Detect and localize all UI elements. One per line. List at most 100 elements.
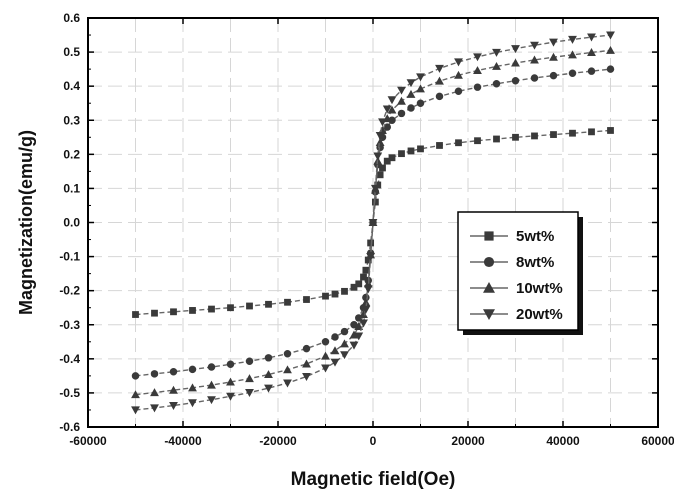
data-point: [330, 346, 340, 355]
data-point: [150, 388, 159, 397]
series-layer: [131, 31, 615, 415]
data-point: [416, 99, 425, 107]
data-point: [397, 109, 406, 118]
data-point: [188, 399, 197, 408]
data-point: [360, 273, 367, 281]
data-point: [406, 79, 416, 88]
data-point: [340, 327, 349, 336]
data-point: [549, 71, 558, 80]
data-point: [568, 50, 577, 59]
y-tick-label: -0.2: [59, 284, 80, 298]
data-point: [264, 370, 273, 379]
data-point: [550, 131, 557, 138]
legend-item: 8wt%: [470, 254, 554, 271]
data-point: [606, 65, 615, 73]
data-point: [588, 128, 595, 136]
data-point: [454, 58, 463, 67]
data-point: [331, 290, 339, 298]
data-point: [387, 105, 397, 114]
data-point: [474, 137, 481, 145]
data-point: [245, 374, 254, 383]
x-tick-label: -60000: [69, 434, 107, 448]
data-point: [321, 364, 330, 373]
data-point: [455, 139, 462, 147]
x-axis-title: Magnetic field(Oe): [291, 469, 456, 490]
data-point: [366, 253, 376, 262]
data-point: [169, 401, 178, 410]
data-point: [607, 127, 614, 134]
data-point: [530, 74, 539, 82]
x-tick-label: 0: [370, 434, 377, 448]
data-point: [207, 363, 216, 371]
data-point: [188, 365, 197, 374]
data-point: [188, 383, 197, 392]
data-point: [340, 351, 349, 360]
data-point: [511, 58, 520, 67]
data-point: [382, 105, 392, 114]
data-point: [435, 76, 444, 85]
y-tick-label: -0.4: [59, 352, 80, 366]
x-tick-label: -20000: [259, 434, 297, 448]
data-point: [378, 118, 387, 127]
legend-label: 10wt%: [516, 280, 563, 297]
data-point: [355, 280, 363, 288]
y-tick-label: -0.5: [59, 386, 80, 400]
data-point: [587, 48, 596, 56]
data-point: [226, 360, 235, 369]
data-point: [473, 83, 482, 91]
data-point: [341, 287, 348, 295]
data-point: [189, 307, 196, 314]
data-point: [406, 89, 416, 98]
data-point: [375, 132, 385, 141]
data-point: [435, 64, 444, 73]
data-point: [207, 396, 216, 405]
data-point: [387, 96, 397, 105]
data-point: [606, 31, 615, 40]
data-point: [511, 76, 520, 85]
data-point: [359, 319, 368, 328]
data-point: [283, 365, 292, 374]
data-point: [302, 359, 311, 368]
data-point: [245, 357, 254, 365]
data-point: [207, 380, 216, 389]
legend-box: [457, 211, 579, 331]
data-point: [473, 53, 482, 62]
y-tick-label: 0.5: [63, 45, 80, 59]
data-point: [367, 239, 375, 247]
data-point: [302, 344, 311, 353]
data-point: [492, 48, 501, 57]
y-tick-label: 0.2: [63, 147, 80, 161]
legend-marker: [484, 231, 494, 241]
data-point: [549, 38, 558, 47]
data-point: [361, 298, 371, 307]
data-point: [388, 116, 396, 124]
data-point: [169, 368, 178, 376]
data-point: [132, 311, 139, 318]
data-point: [587, 33, 596, 42]
data-point: [350, 321, 358, 329]
data-point: [284, 298, 291, 306]
data-point: [376, 171, 384, 179]
data-point: [363, 285, 373, 294]
data-point: [264, 354, 273, 362]
data-point: [362, 266, 370, 274]
data-point: [568, 35, 577, 44]
data-point: [150, 370, 159, 378]
data-point: [397, 96, 406, 105]
data-point: [246, 302, 253, 310]
y-tick-label: 0.3: [63, 113, 80, 127]
data-point: [531, 132, 538, 140]
data-point: [492, 61, 501, 70]
y-tick-label: -0.6: [59, 420, 80, 434]
series-line: [135, 34, 611, 411]
data-point: [322, 292, 329, 300]
data-point: [379, 164, 386, 172]
data-point: [303, 296, 310, 303]
data-point: [321, 351, 330, 360]
data-point: [435, 92, 444, 101]
legend-marker: [483, 309, 495, 320]
data-point: [364, 256, 372, 264]
data-point: [151, 309, 158, 317]
data-point: [302, 373, 311, 381]
